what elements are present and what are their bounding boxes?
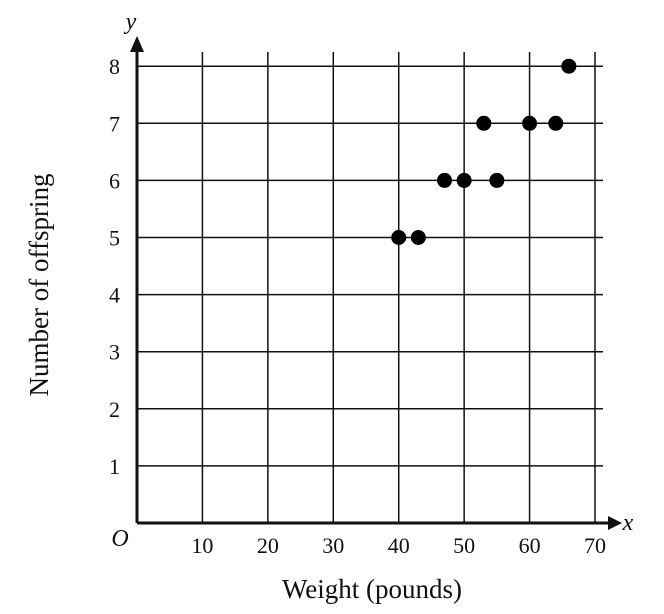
origin-label: O — [111, 526, 128, 552]
x-tick-label-20: 20 — [257, 533, 279, 558]
data-point-5 — [476, 115, 492, 131]
data-point-7 — [522, 115, 538, 131]
y-axis-variable: y — [124, 9, 137, 35]
x-axis-arrow — [608, 516, 622, 530]
y-tick-label-5: 5 — [109, 226, 120, 251]
tick-labels: 10 20 30 40 50 60 70 1 2 3 4 5 6 7 8 — [109, 54, 606, 558]
x-tick-label-30: 30 — [322, 533, 344, 558]
data-points — [391, 58, 577, 245]
y-tick-label-1: 1 — [109, 454, 120, 479]
y-tick-label-4: 4 — [109, 283, 120, 308]
x-tick-label-50: 50 — [453, 533, 475, 558]
axes — [130, 36, 622, 530]
y-axis-arrow — [130, 36, 144, 52]
data-point-9 — [561, 58, 577, 74]
y-tick-label-6: 6 — [109, 168, 120, 193]
y-tick-label-3: 3 — [109, 340, 120, 365]
x-axis-title: Weight (pounds) — [282, 574, 462, 604]
y-tick-label-2: 2 — [109, 397, 120, 422]
y-tick-label-8: 8 — [109, 54, 120, 79]
x-tick-label-10: 10 — [191, 533, 213, 558]
data-point-3 — [437, 172, 453, 188]
x-tick-label-60: 60 — [519, 533, 541, 558]
data-point-4 — [456, 172, 472, 188]
data-point-2 — [410, 230, 426, 245]
data-point-8 — [548, 115, 564, 131]
data-point-6 — [489, 172, 505, 188]
y-tick-label-7: 7 — [109, 111, 120, 136]
y-axis-title: Number of offspring — [24, 174, 54, 397]
x-axis-variable: x — [622, 510, 634, 536]
x-tick-label-40: 40 — [388, 533, 410, 558]
data-point-1 — [391, 230, 407, 245]
x-tick-label-70: 70 — [584, 533, 606, 558]
